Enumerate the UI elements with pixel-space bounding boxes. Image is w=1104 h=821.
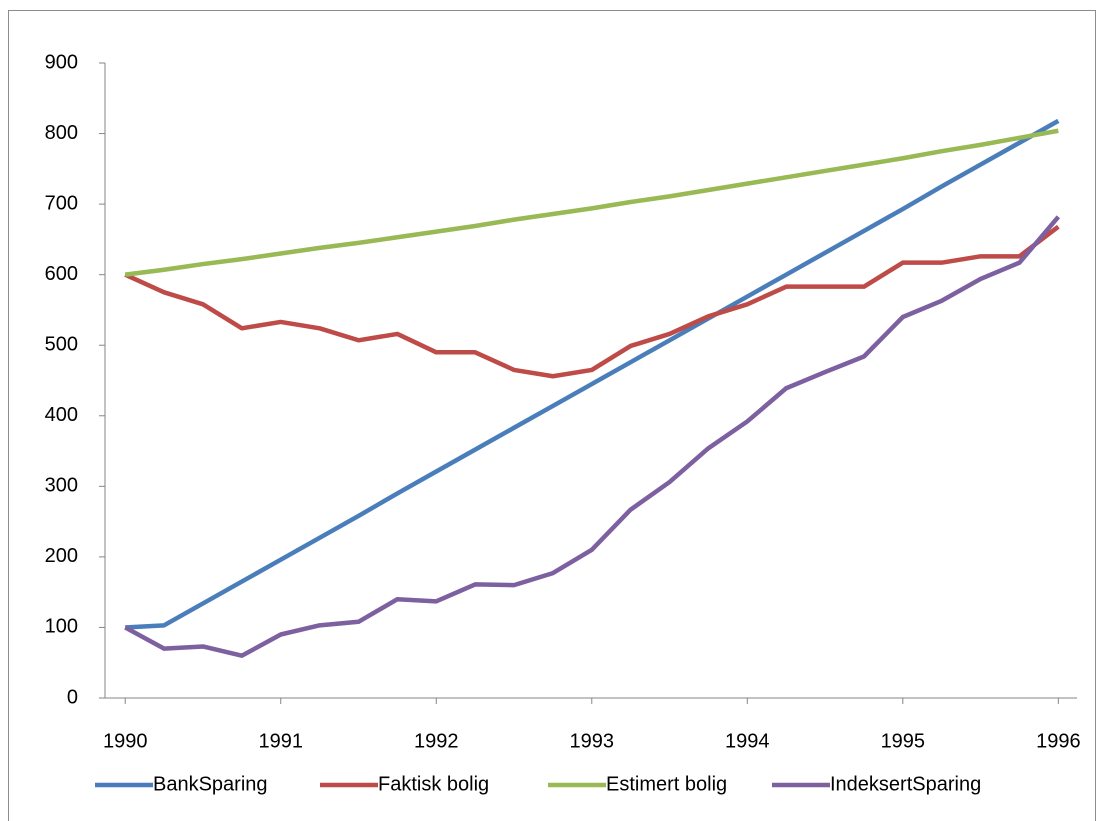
x-tick-label: 1990: [103, 730, 148, 752]
y-tick-label: 100: [45, 616, 78, 638]
series-line: [124, 128, 1059, 277]
legend-label: Estimert bolig: [606, 773, 727, 795]
y-tick-label: 300: [45, 475, 78, 497]
x-tick-label: 1993: [570, 730, 615, 752]
x-tick-label: 1995: [881, 730, 926, 752]
x-tick-label: 1996: [1036, 730, 1081, 752]
legend-label: BankSparing: [153, 773, 268, 795]
x-tick-label: 1991: [258, 730, 303, 752]
series-line: [124, 215, 1061, 658]
y-tick-label: 600: [45, 263, 78, 285]
legend-label: IndeksertSparing: [830, 773, 981, 795]
y-tick-label: 0: [67, 686, 78, 708]
y-tick-label: 200: [45, 545, 78, 567]
y-tick-label: 500: [45, 334, 78, 356]
series-line: [124, 224, 1060, 379]
x-tick-label: 1994: [725, 730, 770, 752]
x-tick-label: 1992: [414, 730, 459, 752]
y-tick-label: 400: [45, 404, 78, 426]
y-tick-label: 700: [45, 192, 78, 214]
chart-border: [8, 10, 1096, 821]
y-tick-label: 800: [45, 122, 78, 144]
legend-label: Faktisk bolig: [378, 773, 489, 795]
y-tick-label: 900: [45, 51, 78, 73]
series-line: [125, 118, 1060, 630]
